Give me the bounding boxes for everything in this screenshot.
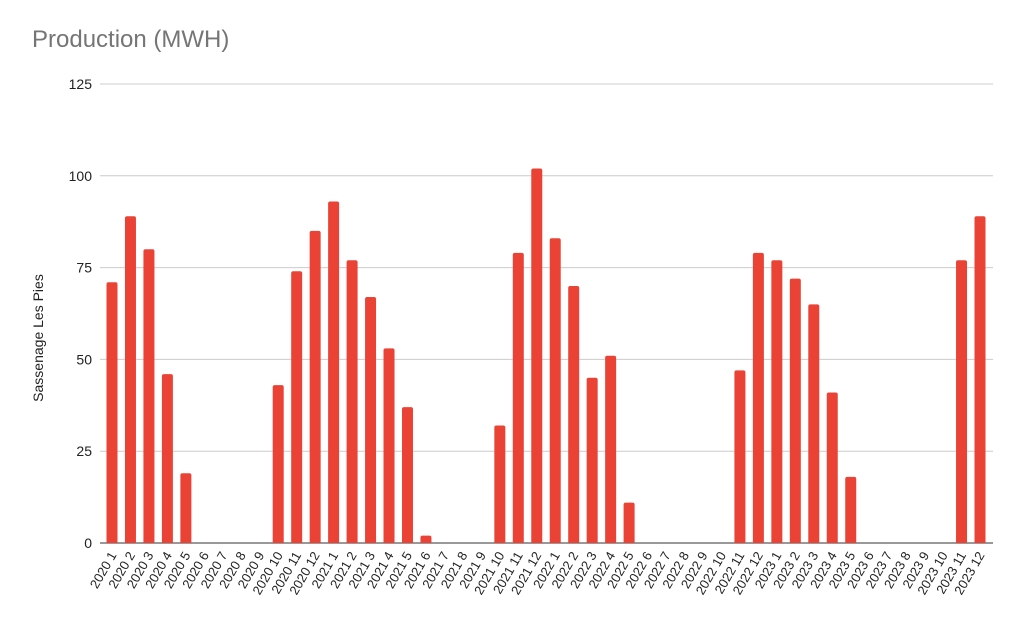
- bar: [549, 238, 561, 543]
- bar: [106, 282, 118, 543]
- bar: [124, 216, 136, 543]
- bar: [291, 271, 303, 543]
- bar: [309, 230, 321, 543]
- y-tick-label: 0: [84, 535, 92, 551]
- bar: [623, 502, 635, 543]
- bar: [401, 407, 413, 543]
- bar: [771, 260, 783, 543]
- bar: [180, 473, 192, 543]
- chart-title: Production (MWH): [32, 26, 230, 53]
- y-tick-labels: 0 25 50 75 100 125: [69, 76, 93, 551]
- y-axis-label: Sassenage Les Pies: [30, 274, 46, 402]
- y-tick-label: 75: [76, 260, 92, 276]
- y-tick-label: 50: [76, 351, 92, 367]
- bar: [531, 168, 543, 543]
- bar: [845, 476, 857, 543]
- bar: [494, 425, 506, 543]
- bar: [383, 348, 395, 543]
- bar: [808, 304, 820, 543]
- bar: [586, 377, 598, 543]
- y-tick-label: 25: [76, 443, 92, 459]
- grid: [100, 83, 993, 544]
- bar: [956, 260, 968, 543]
- bar: [752, 252, 764, 544]
- y-tick-label: 125: [69, 76, 93, 92]
- bars: [106, 168, 986, 544]
- bar: [826, 392, 838, 543]
- bar: [328, 201, 340, 543]
- bar: [365, 296, 377, 543]
- bar: [272, 385, 284, 543]
- bar: [143, 249, 155, 544]
- bar: [605, 355, 617, 543]
- bar: [734, 370, 746, 543]
- bar: [346, 260, 358, 543]
- bar: [974, 216, 986, 543]
- bar: [161, 374, 173, 543]
- bar: [512, 252, 524, 544]
- bar: [568, 285, 580, 543]
- bar: [789, 278, 801, 543]
- y-tick-label: 100: [69, 168, 93, 184]
- bar: [420, 535, 432, 543]
